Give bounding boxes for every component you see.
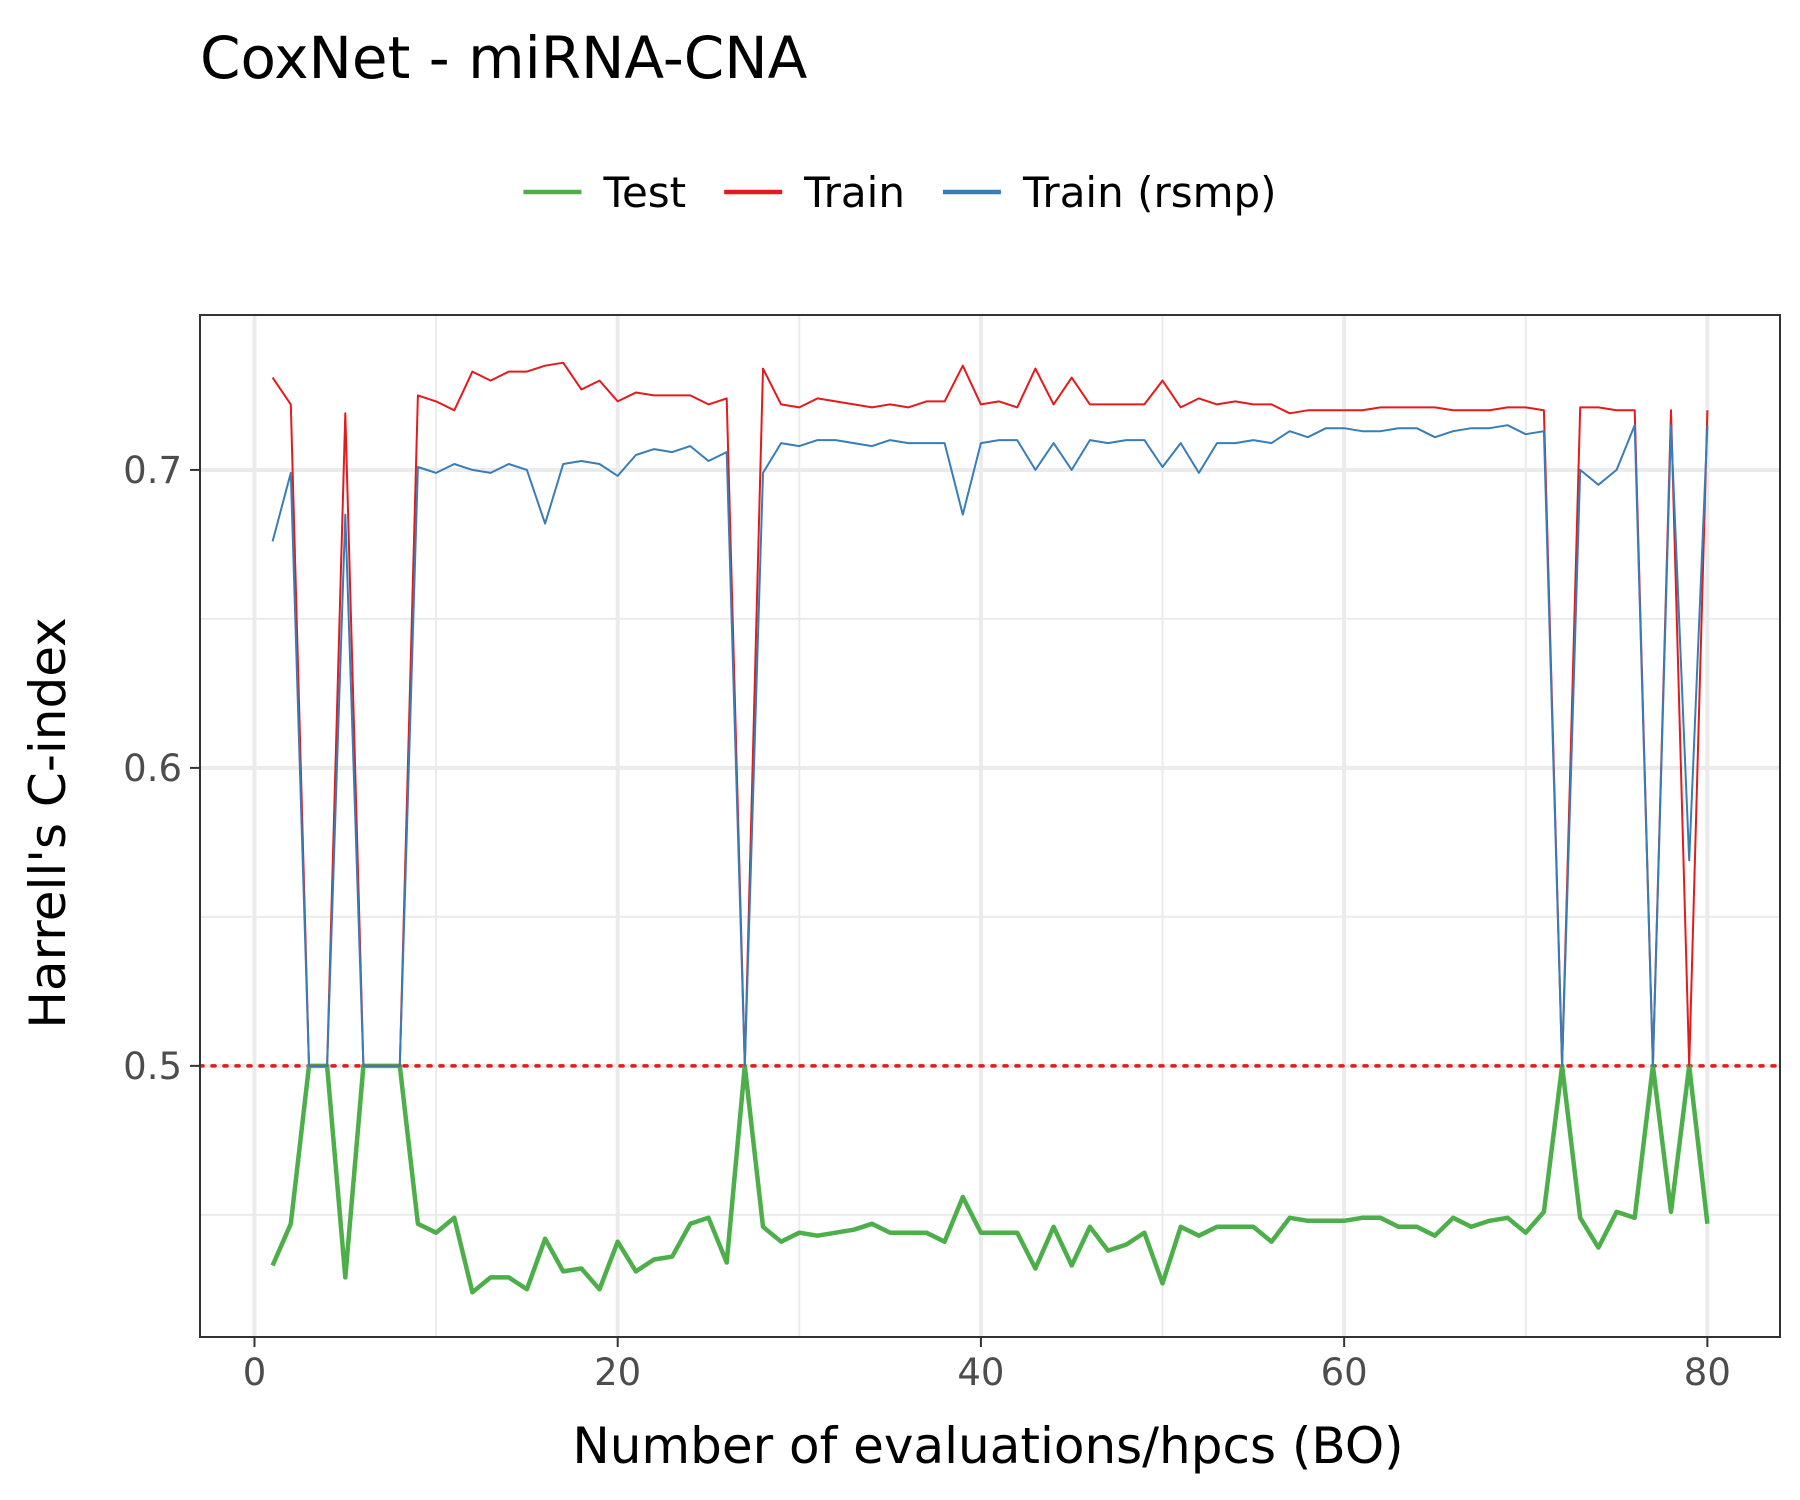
y-tick-label: 0.7 — [123, 449, 182, 492]
plot-background — [200, 315, 1780, 1337]
y-axis: 0.5 0.6 0.7 — [123, 449, 200, 1088]
legend-label-train: Train — [803, 168, 905, 217]
x-tick-label: 0 — [243, 1351, 267, 1394]
y-tick-label: 0.5 — [123, 1045, 182, 1088]
legend-label-train-rsmp: Train (rsmp) — [1022, 168, 1277, 217]
series-line-test — [270, 1063, 1710, 1295]
x-tick-label: 80 — [1684, 1351, 1731, 1394]
x-tick-label: 40 — [957, 1351, 1004, 1394]
x-axis-title: Number of evaluations/hpcs (BO) — [572, 1417, 1403, 1475]
chart-title: CoxNet - miRNA-CNA — [200, 24, 808, 92]
plot-frame — [199, 314, 1781, 1338]
legend-label-test: Test — [602, 168, 686, 217]
y-tick-label: 0.6 — [123, 747, 182, 790]
legend: Test Train Train (rsmp) — [523, 168, 1277, 217]
panel-border — [199, 314, 1781, 1338]
plot-panel — [200, 315, 1780, 1337]
x-tick-label: 20 — [594, 1351, 641, 1394]
series-line-train-rsmp — [271, 424, 1709, 1067]
y-axis-title: Harrell's C-index — [19, 617, 77, 1028]
x-axis: 0 20 40 60 80 — [243, 1337, 1731, 1394]
series-line-train — [271, 361, 1709, 1067]
x-tick-label: 60 — [1321, 1351, 1368, 1394]
series-lines — [270, 361, 1710, 1295]
